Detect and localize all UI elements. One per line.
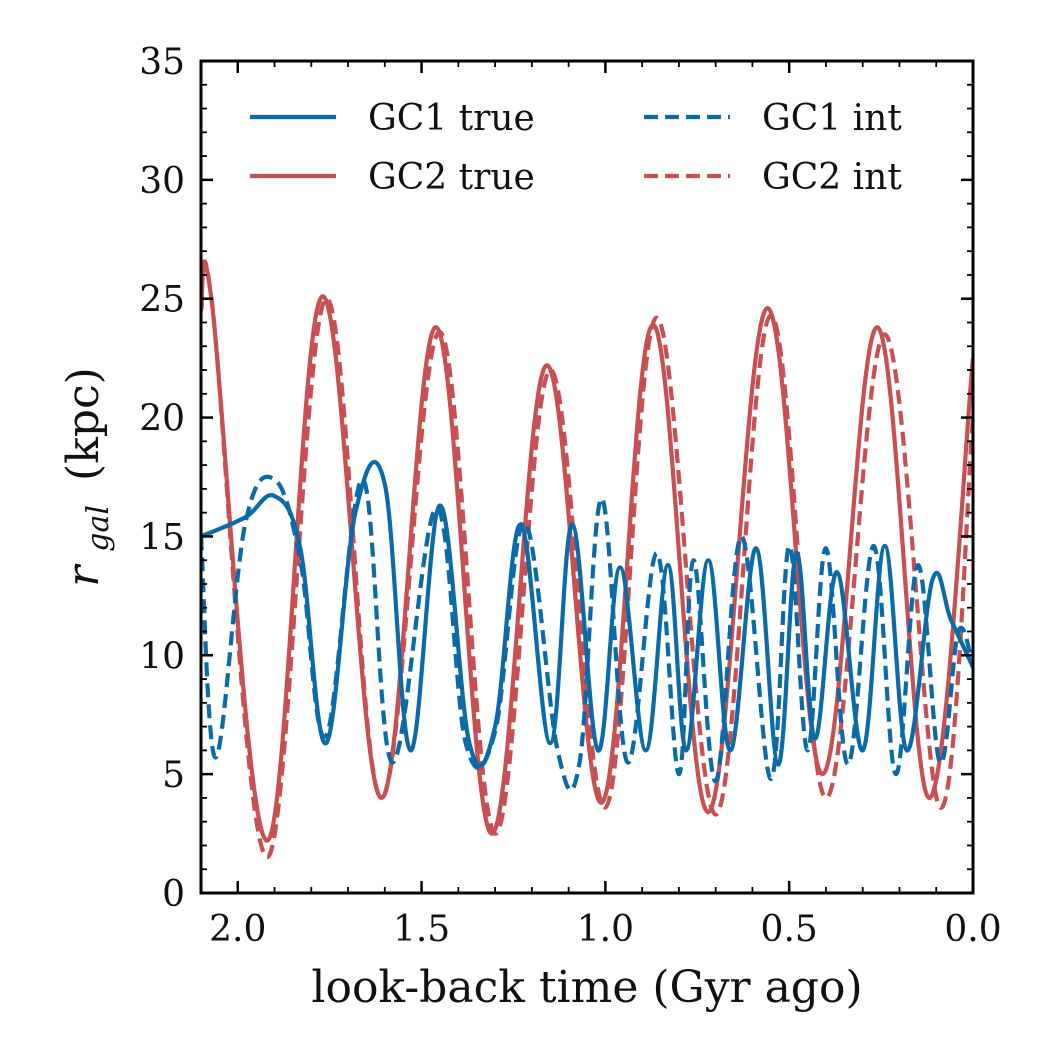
svg-text:r gal (kpc): r gal (kpc) xyxy=(58,367,119,587)
y-tick-label: 15 xyxy=(139,517,185,558)
series-layer xyxy=(201,259,973,860)
x-tick-label: 1.0 xyxy=(577,909,634,950)
x-tick-label: 1.5 xyxy=(393,909,450,950)
y-tick-label: 10 xyxy=(139,636,185,677)
y-axis-label-subscript: gal xyxy=(81,505,116,552)
legend-label-gc2-int: GC2 int xyxy=(762,157,902,198)
legend-item-gc1-true: GC1 true xyxy=(250,98,535,139)
series-line-gc1-true xyxy=(201,459,973,768)
y-tick-label: 30 xyxy=(139,161,185,202)
x-axis-label: look-back time (Gyr ago) xyxy=(311,962,862,1013)
legend-item-gc2-true: GC2 true xyxy=(250,157,535,198)
series-line-gc2-int xyxy=(201,259,973,860)
y-axis-label: r gal (kpc) xyxy=(58,367,119,587)
y-axis-label-unit: (kpc) xyxy=(58,367,109,481)
legend: GC1 true GC2 true GC1 int GC2 int xyxy=(250,98,902,198)
x-tick-label: 2.0 xyxy=(209,909,266,950)
y-tick-label: 0 xyxy=(162,874,185,915)
legend-label-gc2-true: GC2 true xyxy=(368,157,535,198)
x-tick-label: 0.5 xyxy=(761,909,818,950)
y-axis-label-symbol: r xyxy=(58,563,109,587)
y-tick-label: 20 xyxy=(139,399,185,440)
series-line-gc2-true xyxy=(201,260,973,843)
legend-item-gc2-int: GC2 int xyxy=(644,157,902,198)
tick-labels-layer: 0 5 10 15 20 25 30 35 2.0 1.5 1.0 0.5 0.0 xyxy=(139,42,1001,950)
y-tick-label: 25 xyxy=(139,280,185,321)
legend-label-gc1-int: GC1 int xyxy=(762,98,902,139)
plot-frame xyxy=(199,59,975,895)
series-line-gc1-int xyxy=(201,474,973,793)
y-tick-label: 5 xyxy=(162,755,185,796)
y-tick-label: 35 xyxy=(139,42,185,83)
legend-label-gc1-true: GC1 true xyxy=(368,98,535,139)
x-tick-label: 0.0 xyxy=(944,909,1001,950)
legend-item-gc1-int: GC1 int xyxy=(644,98,902,139)
